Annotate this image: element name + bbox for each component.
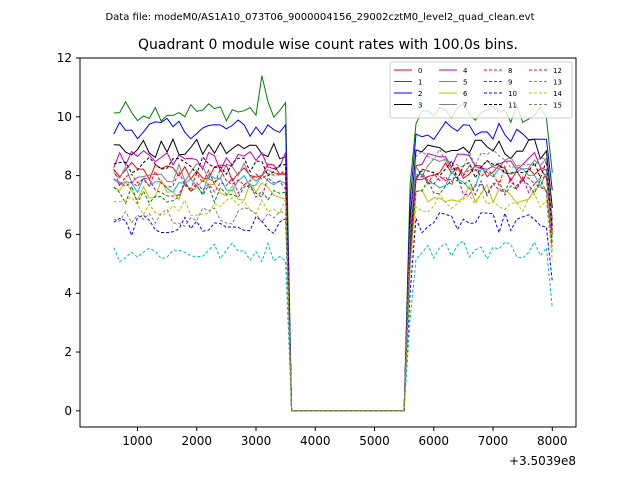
y-tick-label: 4 [64, 286, 72, 300]
chart-title: Quadrant 0 module wise count rates with … [138, 37, 518, 53]
plot-frame [79, 57, 577, 428]
x-tick-label: 6000 [419, 434, 450, 448]
series-line-1 [113, 75, 553, 412]
legend-label-6: 6 [463, 90, 468, 98]
legend-label-10: 10 [508, 90, 517, 98]
legend-label-1: 1 [418, 79, 422, 87]
legend-label-15: 15 [553, 102, 562, 110]
legend-label-5: 5 [463, 79, 467, 87]
legend-label-2: 2 [418, 90, 422, 98]
x-tick-label: 5000 [359, 434, 390, 448]
x-tick-label: 1000 [122, 434, 153, 448]
legend-label-3: 3 [418, 102, 422, 110]
series-line-3 [113, 137, 553, 412]
legend-box [389, 61, 573, 119]
legend-label-4: 4 [463, 67, 468, 75]
series-line-14 [113, 191, 553, 412]
series-line-6 [113, 178, 553, 412]
x-tick-label: 4000 [300, 434, 331, 448]
figure-suptitle: Data file: modeM0/AS1A10_073T06_90000041… [105, 12, 534, 23]
series-line-5 [113, 167, 553, 412]
legend-label-7: 7 [463, 102, 467, 110]
legend-label-14: 14 [553, 90, 562, 98]
x-tick-label: 3000 [241, 434, 272, 448]
x-tick-label: 7000 [478, 434, 509, 448]
series-line-2 [113, 117, 553, 412]
series-line-13 [113, 240, 553, 412]
y-tick-label: 10 [57, 110, 72, 124]
series-line-10 [113, 211, 553, 412]
legend-label-8: 8 [508, 67, 512, 75]
x-tick-label: 2000 [181, 434, 212, 448]
legend-label-11: 11 [508, 102, 517, 110]
series-line-12 [113, 175, 553, 412]
y-tick-label: 8 [64, 169, 72, 183]
legend-label-12: 12 [553, 67, 562, 75]
legend-label-0: 0 [418, 67, 422, 75]
axes: 1000 2000 3000 4000 5000 6000 7000 8000+3.5039e… [57, 51, 577, 468]
y-tick-label: 0 [64, 404, 72, 418]
x-tick-label: 8000 [537, 434, 568, 448]
legend-label-9: 9 [508, 79, 512, 87]
y-tick-label: 12 [57, 51, 72, 65]
legend-label-13: 13 [553, 79, 562, 87]
x-offset-label: +3.5039e8 [509, 454, 576, 468]
y-tick-label: 6 [64, 227, 72, 241]
series-line-0 [113, 161, 553, 412]
plot-area [113, 75, 553, 412]
series-line-15 [113, 148, 553, 412]
series-line-9 [113, 178, 553, 412]
y-tick-label: 2 [64, 345, 72, 359]
series-line-4 [113, 150, 553, 412]
